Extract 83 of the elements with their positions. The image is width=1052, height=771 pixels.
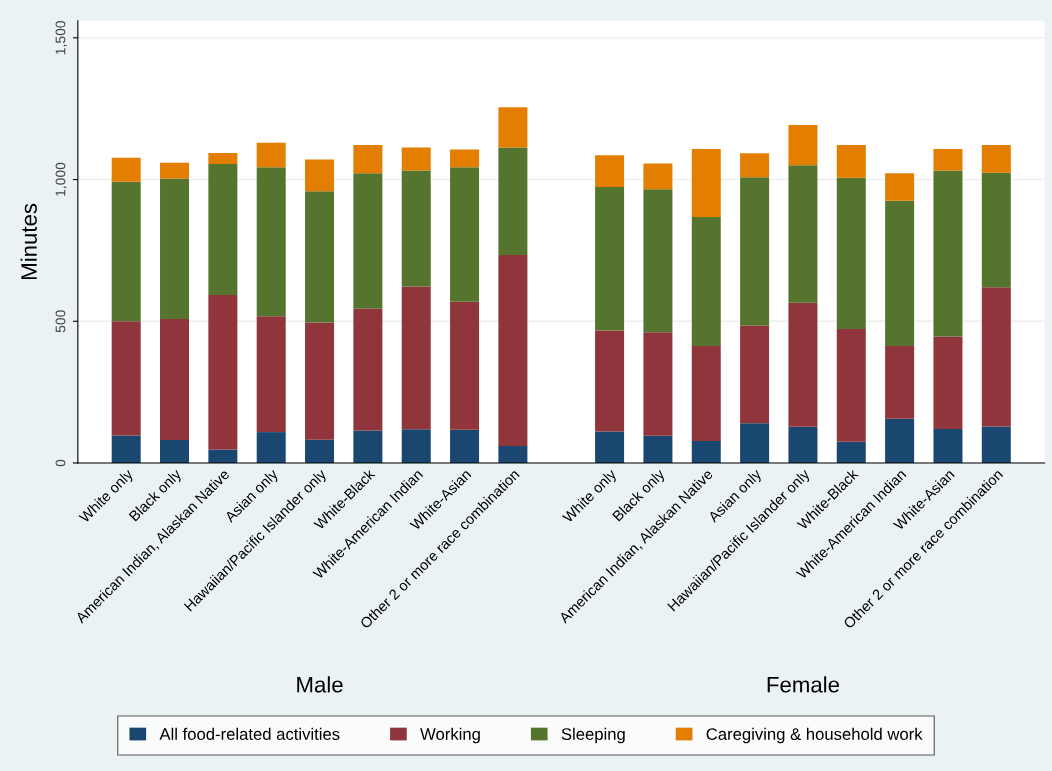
bar <box>595 186 625 331</box>
bar <box>836 144 866 178</box>
bar <box>160 162 190 179</box>
bar <box>401 170 431 287</box>
bar <box>111 435 141 463</box>
bar <box>256 316 286 433</box>
bar <box>643 189 673 333</box>
bar <box>450 149 480 168</box>
bar <box>256 167 286 317</box>
bar <box>933 170 963 337</box>
bar <box>160 440 190 463</box>
bar <box>498 254 528 446</box>
bar <box>836 441 866 463</box>
y-tick-label: 1,000 <box>55 162 68 196</box>
bar <box>836 177 866 329</box>
legend-label: All food-related activities <box>159 727 340 740</box>
bar <box>111 181 141 322</box>
bar <box>450 301 480 430</box>
bar <box>740 153 770 178</box>
bar <box>498 147 528 255</box>
bar <box>450 429 480 463</box>
legend-label: Sleeping <box>561 727 625 744</box>
bar <box>981 426 1011 463</box>
legend-label: Working <box>420 727 480 744</box>
bar <box>885 418 915 463</box>
bar <box>836 328 866 442</box>
bar <box>305 322 335 440</box>
bar <box>401 147 431 171</box>
bar <box>353 144 383 174</box>
bar <box>691 440 721 463</box>
bar <box>401 429 431 463</box>
bar <box>595 155 625 187</box>
bar <box>305 159 335 192</box>
y-tick-label: 500 <box>55 310 66 333</box>
bar <box>981 172 1011 288</box>
bar <box>788 426 818 463</box>
bar <box>595 330 625 432</box>
bar <box>740 325 770 424</box>
bar <box>788 302 818 427</box>
bar <box>885 345 915 419</box>
bar <box>450 167 480 302</box>
bar <box>208 163 238 295</box>
bar <box>691 148 721 217</box>
bar <box>691 216 721 346</box>
bar <box>788 125 818 166</box>
bar <box>111 157 141 182</box>
bar <box>933 148 963 171</box>
text: Male <box>297 676 343 693</box>
bar <box>740 423 770 463</box>
bar <box>643 332 673 436</box>
y-tick-label: 0 <box>55 459 66 467</box>
bar <box>788 165 818 303</box>
y-tick-label: 1,500 <box>55 20 68 55</box>
bar <box>353 173 383 309</box>
bar <box>111 321 141 436</box>
y-axis-title: Minutes <box>20 203 37 279</box>
bar <box>885 173 915 201</box>
bar <box>256 142 286 168</box>
bar <box>208 152 238 164</box>
bar <box>740 177 770 326</box>
bar <box>691 345 721 441</box>
bar <box>160 319 190 441</box>
bar <box>981 287 1011 427</box>
bar <box>353 308 383 431</box>
bar <box>208 294 238 450</box>
bar <box>933 336 963 429</box>
bar <box>933 428 963 463</box>
bar <box>305 191 335 323</box>
bar <box>305 439 335 463</box>
bar <box>353 430 383 463</box>
bar <box>643 163 673 190</box>
bar <box>643 435 673 463</box>
legend-label: Caregiving & household work <box>706 727 923 744</box>
bar <box>595 431 625 463</box>
bar <box>498 445 528 463</box>
bar <box>498 107 528 148</box>
bar <box>981 144 1011 173</box>
bar <box>160 178 190 319</box>
bar <box>256 432 286 463</box>
bar <box>208 449 238 463</box>
bar <box>885 200 915 346</box>
text: Female <box>767 676 839 693</box>
bar <box>401 286 431 430</box>
